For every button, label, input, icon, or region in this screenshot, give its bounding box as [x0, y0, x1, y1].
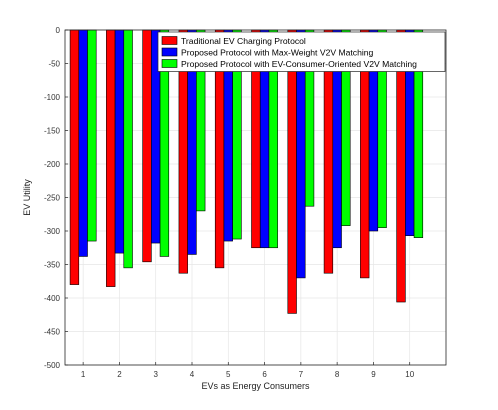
bar-series-3-ev-1: [87, 29, 97, 242]
x-tick-label: 9: [371, 370, 376, 379]
x-tick-label: 5: [226, 370, 231, 379]
legend-label: Proposed Protocol with Max-Weight V2V Ma…: [181, 48, 374, 58]
bar-series-2-ev-1: [78, 29, 88, 257]
bar-series-1-ev-2: [106, 29, 116, 287]
x-tick-label: 8: [335, 370, 340, 379]
legend-swatch: [161, 47, 178, 57]
legend-box: [157, 31, 446, 72]
legend-swatch: [161, 36, 178, 45]
x-tick-label: 7: [299, 370, 304, 379]
bar-series-2-ev-2: [114, 29, 125, 254]
y-axis-label: EV Utility: [22, 179, 32, 216]
y-tick-label: -450: [44, 328, 61, 337]
legend-swatch: [161, 59, 178, 68]
x-tick-label: 1: [81, 370, 86, 379]
y-tick-label: 0: [56, 26, 61, 35]
legend-label: Traditional EV Charging Protocol: [181, 36, 306, 46]
legend-label: Proposed Protocol with EV-Consumer-Orien…: [181, 59, 417, 69]
y-tick-label: -400: [44, 294, 61, 303]
y-tick-label: -300: [44, 227, 61, 236]
y-tick-label: -150: [44, 127, 61, 136]
bar-series-1-ev-7: [287, 29, 297, 314]
y-tick-label: -500: [44, 361, 61, 370]
x-tick-label: 4: [190, 370, 195, 379]
bars: [69, 29, 424, 314]
y-tick-label: -50: [48, 60, 60, 69]
x-axis-label: EVs as Energy Consumers: [201, 381, 310, 391]
y-tick-label: -350: [44, 261, 61, 270]
y-axis-ticks: 0 -50 -100 -150 -200 -250 -300 -350 -400 -450 -500: [44, 26, 68, 370]
x-tick-label: 6: [262, 370, 267, 379]
x-tick-label: 10: [405, 370, 414, 379]
x-tick-label: 3: [153, 370, 158, 379]
legend: Traditional EV Charging Protocol Proposed…: [157, 31, 446, 72]
bar-series-3-ev-2: [123, 29, 133, 269]
y-tick-label: -100: [44, 93, 61, 102]
y-tick-label: -200: [44, 160, 61, 169]
x-axis-ticks: 1 2 3 4 5 6 7 8 9 10: [81, 362, 415, 379]
bar-series-1-ev-1: [69, 29, 80, 285]
y-tick-label: -250: [44, 194, 61, 203]
x-tick-label: 2: [117, 370, 122, 379]
bar-series-1-ev-3: [142, 29, 152, 263]
